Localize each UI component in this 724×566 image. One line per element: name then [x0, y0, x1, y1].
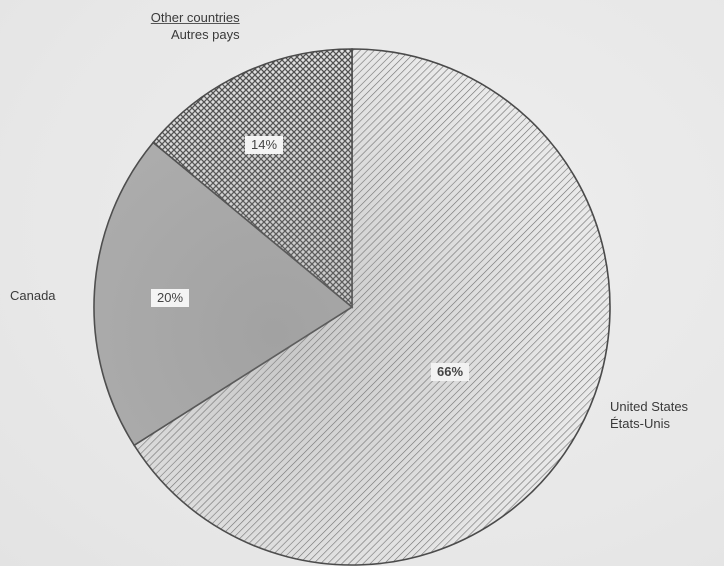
label-other-countries-en: Other countries: [150, 10, 240, 25]
data-label-canada: 20%: [151, 289, 190, 307]
label-other-countries: Other countries Autres pays: [135, 9, 240, 43]
label-canada: Canada: [10, 287, 56, 304]
label-united-states-en: United States: [610, 399, 689, 414]
label-canada-en: Canada: [10, 288, 56, 303]
label-united-states-fr: États-Unis: [610, 416, 670, 431]
pie-shading: [94, 49, 610, 565]
data-label-united-states: 66%: [431, 363, 470, 381]
data-label-other-countries: 14%: [245, 136, 284, 154]
label-united-states: United States États-Unis: [610, 398, 688, 432]
label-other-countries-fr: Autres pays: [171, 27, 240, 42]
